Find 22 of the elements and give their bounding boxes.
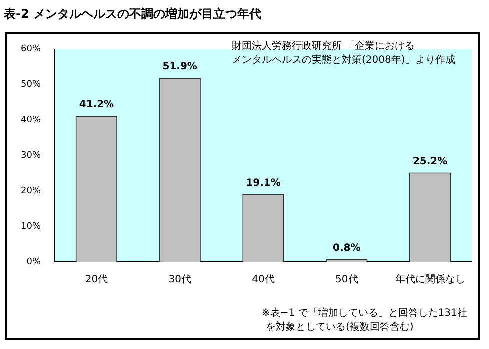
y-tick-label: 10% bbox=[20, 222, 42, 232]
x-tick-label: 30代 bbox=[168, 274, 192, 286]
chart-title: 表-2 メンタルヘルスの不調の増加が目立つ年代 bbox=[4, 6, 262, 23]
y-tick-label: 50% bbox=[20, 80, 42, 90]
data-label: 51.9% bbox=[162, 62, 198, 73]
x-tick-label: 40代 bbox=[252, 274, 275, 286]
annotation: メンタルヘルスの実態と対策(2008年)」より作成 bbox=[232, 54, 456, 68]
y-tick-label: 60% bbox=[20, 44, 42, 55]
data-label: 0.8% bbox=[333, 242, 361, 254]
annotation: 財団法人労務行政研究所 「企業における bbox=[232, 40, 416, 54]
data-label: 41.2% bbox=[79, 100, 114, 111]
text: ※表−1 で「増加している」と回答した131社 bbox=[262, 307, 468, 321]
text: を対象としている(複数回答含む) bbox=[266, 321, 414, 335]
x-tick-label: 50代 bbox=[336, 274, 358, 286]
y-tick-label: 40% bbox=[20, 116, 42, 126]
x-tick-label: 年代に関係なし bbox=[395, 274, 466, 286]
data-label: 19.1% bbox=[246, 178, 281, 189]
data-label: 25.2% bbox=[412, 156, 448, 168]
y-tick-label: 0% bbox=[26, 257, 42, 268]
y-tick-label: 20% bbox=[20, 186, 42, 196]
x-tick-label: 20代 bbox=[85, 274, 108, 286]
y-tick-label: 30% bbox=[20, 151, 42, 162]
